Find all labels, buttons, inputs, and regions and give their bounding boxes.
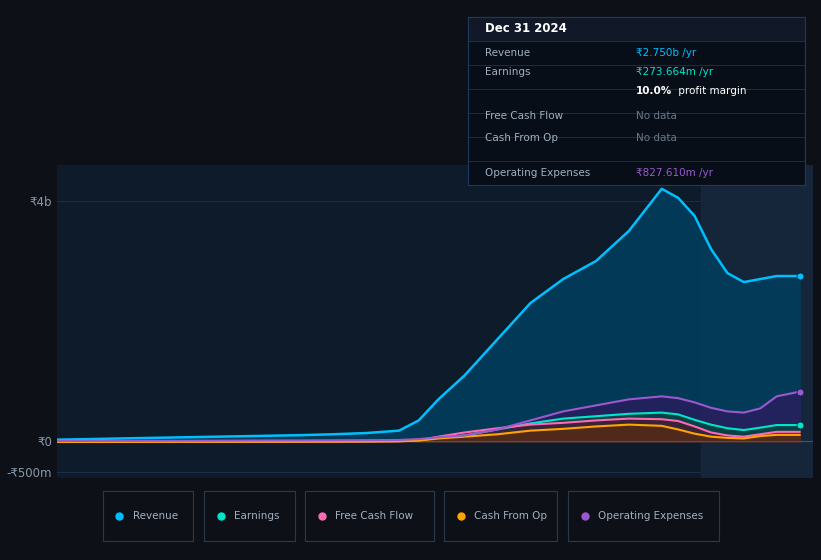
Bar (468, 17, 805, 41)
Text: Free Cash Flow: Free Cash Flow (484, 111, 563, 121)
FancyBboxPatch shape (568, 491, 719, 541)
Text: Cash From Op: Cash From Op (484, 133, 557, 143)
FancyBboxPatch shape (444, 491, 557, 541)
FancyBboxPatch shape (305, 491, 433, 541)
Text: No data: No data (636, 133, 677, 143)
FancyBboxPatch shape (204, 491, 295, 541)
Text: Earnings: Earnings (234, 511, 280, 521)
Text: 10.0%: 10.0% (636, 86, 672, 96)
Text: Earnings: Earnings (484, 67, 530, 77)
Text: ₹827.610m /yr: ₹827.610m /yr (636, 168, 713, 178)
Text: Dec 31 2024: Dec 31 2024 (484, 22, 566, 35)
Text: profit margin: profit margin (675, 86, 746, 96)
Text: Operating Expenses: Operating Expenses (599, 511, 704, 521)
Text: No data: No data (636, 111, 677, 121)
Text: Revenue: Revenue (133, 511, 178, 521)
Text: Cash From Op: Cash From Op (475, 511, 548, 521)
Text: Operating Expenses: Operating Expenses (484, 168, 590, 178)
Text: ₹273.664m /yr: ₹273.664m /yr (636, 67, 713, 77)
Text: Revenue: Revenue (484, 48, 530, 58)
Bar (701, 165, 821, 478)
Text: ₹2.750b /yr: ₹2.750b /yr (636, 48, 696, 58)
FancyBboxPatch shape (103, 491, 194, 541)
Text: Free Cash Flow: Free Cash Flow (336, 511, 414, 521)
